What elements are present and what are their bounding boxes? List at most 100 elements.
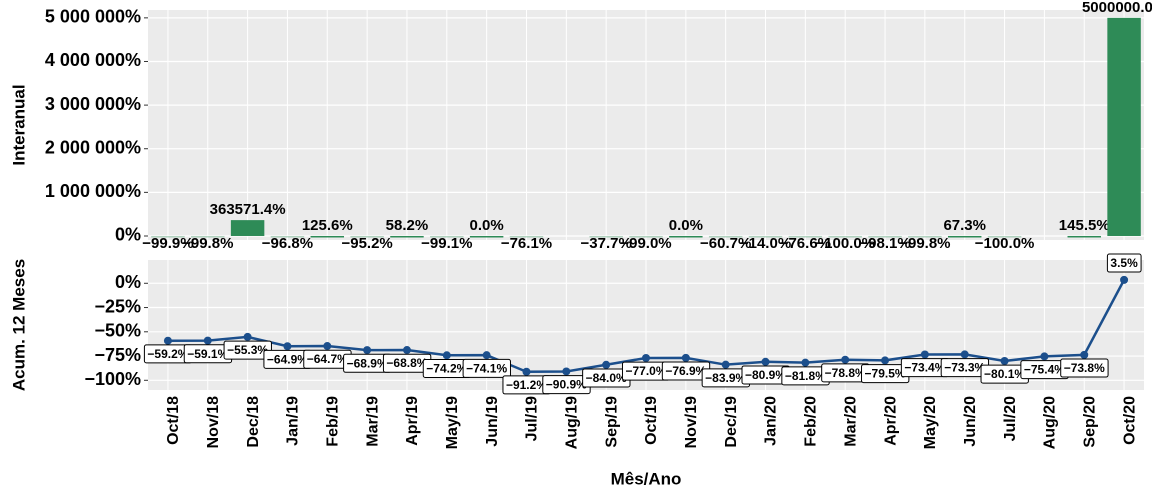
data-label-box: −90.9% — [542, 375, 591, 395]
data-label: −14.0% — [740, 235, 791, 252]
data-label: 0.0% — [470, 217, 504, 234]
bar — [430, 235, 464, 238]
point — [841, 355, 850, 364]
bar — [270, 235, 305, 238]
point — [482, 351, 491, 360]
data-label-box: −59.2% — [143, 344, 193, 364]
data-label: −74.1% — [466, 361, 507, 375]
y-axis-title: Acum. 12 Meses — [9, 259, 28, 391]
x-tick-label: Jul/19 — [524, 396, 541, 441]
data-label-box: −73.3% — [940, 358, 990, 378]
data-label: −75.4% — [1024, 363, 1065, 377]
point — [920, 350, 929, 359]
plot-layer: Oct/18 Nov/18 Dec/18 Jan/19 Feb/19 Mar/19 Apr/… — [45, 0, 1152, 449]
label-box — [462, 358, 511, 378]
x-tick-label: May/19 — [444, 396, 461, 449]
bar — [151, 235, 185, 238]
x-tick-label: Apr/19 — [404, 396, 421, 446]
x-tick-label: Aug/20 — [1042, 396, 1059, 449]
data-label-box: −59.1% — [183, 344, 233, 364]
x-tick-label: Dec/18 — [245, 396, 262, 448]
data-label: −99.8% — [182, 235, 233, 252]
data-label-box: 3.5% — [1106, 253, 1142, 273]
y-tick-label: −50% — [94, 321, 141, 341]
point — [323, 342, 332, 351]
bar — [987, 235, 1022, 238]
x-tick-label: Oct/19 — [643, 396, 660, 445]
data-label: −78.8% — [825, 366, 866, 380]
data-label: −55.3% — [227, 343, 268, 357]
point — [402, 346, 411, 355]
bar — [908, 235, 942, 238]
data-label: 363571.4% — [210, 201, 286, 218]
data-label: −59.1% — [187, 347, 228, 361]
bar — [310, 235, 345, 238]
x-tick-label: Mar/20 — [842, 396, 859, 447]
data-label: −37.7% — [581, 235, 632, 252]
data-label: −95.2% — [341, 235, 392, 252]
x-tick-label: Mar/19 — [364, 396, 381, 447]
data-label: −64.9% — [267, 352, 308, 366]
data-label-box: −83.9% — [701, 368, 751, 388]
data-label: 67.3% — [943, 217, 986, 234]
data-label: −99.8% — [899, 235, 950, 252]
bar — [748, 235, 783, 238]
point — [681, 353, 690, 362]
point — [761, 357, 770, 366]
bar — [1067, 235, 1101, 238]
bar — [469, 235, 504, 238]
data-label-box: −79.5% — [861, 364, 910, 384]
bar — [350, 235, 384, 238]
data-label-box: −80.9% — [741, 365, 790, 385]
point — [283, 342, 292, 351]
point — [642, 353, 650, 362]
point — [721, 360, 730, 369]
y-axis-title: Interanual — [9, 84, 28, 165]
data-label: −100.0% — [815, 235, 875, 252]
bar — [868, 235, 902, 238]
data-label: −99.0% — [620, 235, 671, 252]
data-label: 145.5% — [1059, 217, 1110, 234]
data-label: −64.7% — [307, 352, 348, 366]
data-label: −73.3% — [944, 361, 985, 375]
x-tick-label: Jul/20 — [1002, 396, 1019, 441]
data-label-box: −73.8% — [1060, 358, 1109, 378]
data-label-box: −84.0% — [582, 368, 631, 388]
data-label: −84.0% — [586, 371, 627, 385]
x-tick-label: Aug/19 — [564, 396, 581, 449]
point — [163, 336, 172, 345]
x-tick-label: Feb/20 — [803, 396, 820, 447]
y-tick-label: 1 000 000% — [45, 181, 141, 201]
y-tick-label: 3 000 000% — [45, 94, 141, 114]
data-label: −59.2% — [147, 347, 188, 361]
data-label: −80.1% — [984, 367, 1025, 381]
data-label: −68.8% — [386, 356, 427, 370]
point — [602, 360, 611, 369]
x-tick-label: Sep/20 — [1081, 396, 1098, 448]
x-tick-label: Jun/19 — [484, 396, 501, 447]
data-label: −73.4% — [904, 361, 945, 375]
point — [881, 356, 890, 365]
x-axis-title: Mês/Ano — [611, 469, 682, 488]
x-tick-label: Oct/20 — [1121, 396, 1138, 445]
data-label: 58.2% — [386, 217, 429, 234]
x-tick-label: Feb/19 — [324, 396, 341, 447]
point — [801, 358, 810, 367]
point — [1080, 350, 1089, 359]
x-tick-label: Dec/19 — [723, 396, 740, 448]
data-label-box: −74.2% — [422, 358, 472, 378]
x-tick-label: Oct/18 — [165, 396, 182, 445]
y-tick-label: −75% — [94, 345, 141, 365]
point — [960, 350, 969, 359]
bar — [191, 235, 225, 238]
data-label-box: −91.2% — [502, 375, 551, 395]
data-label: −100.0% — [975, 235, 1035, 252]
data-label: −60.7% — [700, 235, 751, 252]
data-label: 0.0% — [669, 217, 703, 234]
data-label: 5000000.0% — [1082, 0, 1152, 16]
data-label: −91.2% — [506, 378, 547, 392]
bar — [230, 220, 265, 236]
data-label: −83.9% — [705, 371, 746, 385]
point — [442, 351, 451, 360]
